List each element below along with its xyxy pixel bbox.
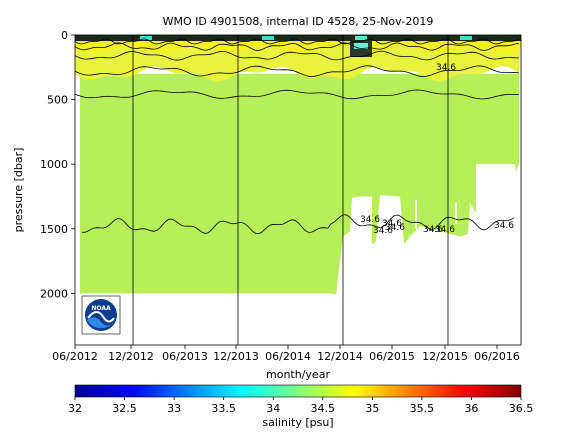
colorbar-tick-label: 35 <box>365 402 379 415</box>
y-axis-label: pressure [dbar] <box>12 148 25 233</box>
data-gap <box>455 202 457 224</box>
contour-label: 34.6 <box>382 219 402 229</box>
colorbar-tick-label: 35.5 <box>410 402 435 415</box>
contour-line <box>74 38 520 45</box>
colorbar-gradient <box>74 384 522 398</box>
colorbar-tick-label: 33.5 <box>211 402 236 415</box>
y-tick-label: 1500 <box>40 223 68 236</box>
contour-label: 34.6 <box>385 223 405 233</box>
contour-label: 34.6 <box>423 225 443 235</box>
contour-lines <box>74 38 520 235</box>
colorbar-tick-label: 32 <box>68 402 82 415</box>
noaa-logo: NOAA <box>81 295 121 335</box>
plot-area: 34.634.634.634.634.634.634.6 34.6 NOAA <box>74 34 522 346</box>
contour-line-34-6 <box>82 214 515 235</box>
surface-fresh-patch <box>262 36 274 40</box>
surface-fresh-patch <box>140 36 152 40</box>
contour-line <box>74 65 520 78</box>
x-tick-label: 12/2012 <box>108 350 154 363</box>
surface-dense-contours <box>75 35 521 41</box>
contour-label: 34.6 <box>373 226 393 236</box>
surface-fresh-patch <box>355 36 367 40</box>
x-tick-label: 06/2014 <box>265 350 311 363</box>
colorbar-tick-label: 34.5 <box>311 402 336 415</box>
y-axis: 0 500 1000 1500 2000 <box>40 29 75 300</box>
contour-label: 34.6 <box>494 221 514 231</box>
colorbar-ticks: 32 32.5 33 33.5 34 34.5 35 35.5 36 36.5 <box>68 397 533 415</box>
colorbar-tick-label: 33 <box>167 402 181 415</box>
x-axis-label: month/year <box>266 368 330 381</box>
y-tick-label: 500 <box>47 94 68 107</box>
colorbar-tick-label: 36 <box>464 402 478 415</box>
colorbar-tick-label: 32.5 <box>112 402 137 415</box>
plot-frame <box>74 34 522 346</box>
contour-labels: 34.634.634.634.634.634.634.6 34.6 <box>360 63 514 236</box>
contour-line <box>74 89 520 100</box>
surface-fresh-patch <box>460 36 472 40</box>
contour-label: 34.6 <box>435 225 455 235</box>
x-tick-label: 12/2013 <box>213 350 259 363</box>
y-tick-label: 2000 <box>40 287 68 300</box>
colorbar-tick-label: 34 <box>266 402 280 415</box>
data-gap <box>368 200 370 237</box>
contour-label: 34.6 <box>436 63 456 73</box>
x-tick-label: 06/2012 <box>52 350 98 363</box>
contour-label: 34.6 <box>360 215 380 225</box>
colorbar: 32 32.5 33 33.5 34 34.5 35 35.5 36 36.5 salinity … <box>68 384 533 429</box>
contour-line <box>74 42 520 51</box>
deep-salinity-layer <box>80 73 519 295</box>
data-gap <box>415 200 417 229</box>
colorbar-tick-label: 36.5 <box>509 402 534 415</box>
x-tick-label: 12/2014 <box>317 350 363 363</box>
year-marker-lines <box>132 35 449 345</box>
x-axis: 06/2012 12/2012 06/2013 12/2013 06/2014 12/20… <box>52 345 520 363</box>
x-tick-label: 12/2015 <box>422 350 468 363</box>
x-tick-label: 06/2015 <box>369 350 415 363</box>
contour-line <box>74 50 519 61</box>
surface-fresh-patch <box>354 43 368 49</box>
data-gap <box>392 197 394 232</box>
x-tick-label: 06/2016 <box>474 350 520 363</box>
chart-title: WMO ID 4901508, internal ID 4528, 25-Nov… <box>163 15 434 28</box>
svg-text:NOAA: NOAA <box>91 305 111 312</box>
x-tick-label: 06/2013 <box>162 350 208 363</box>
y-tick-label: 0 <box>61 29 68 42</box>
colorbar-label: salinity [psu] <box>262 416 333 429</box>
data-gap <box>362 202 364 242</box>
y-tick-label: 1000 <box>40 158 68 171</box>
